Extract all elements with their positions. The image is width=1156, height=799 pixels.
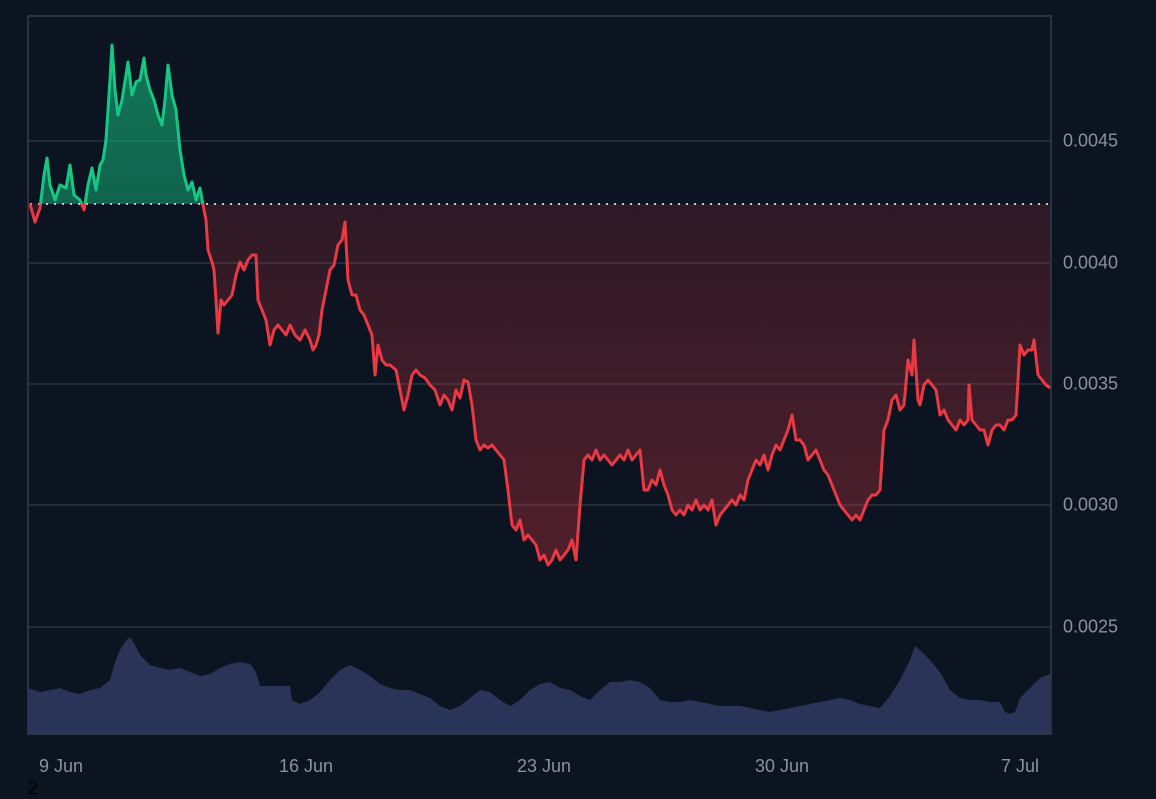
x-axis-label-3: 30 Jun (754, 756, 810, 776)
price-area-above (30, 45, 1050, 204)
price-line-below (28, 204, 1051, 567)
x-axis-label-1: 16 Jun (278, 756, 334, 776)
volume-area (28, 637, 1050, 734)
x-axis-label-4: 7 Jul (1000, 756, 1040, 776)
y-axis-label-2: 0.0035 (1063, 373, 1119, 394)
x-axis-label-0: 9 Jun (38, 756, 84, 776)
y-axis-label-3: 0.0030 (1063, 494, 1119, 515)
y-axis-label-4: 0.0025 (1063, 616, 1119, 637)
y-axis-label-0: 0.0045 (1063, 130, 1119, 151)
corner-text: 2 (28, 778, 39, 798)
price-area-below (30, 204, 1050, 565)
price-line-above (30, 43, 205, 204)
x-axis-label-2: 23 Jun (516, 756, 572, 776)
y-axis-label-1: 0.0040 (1063, 252, 1119, 273)
